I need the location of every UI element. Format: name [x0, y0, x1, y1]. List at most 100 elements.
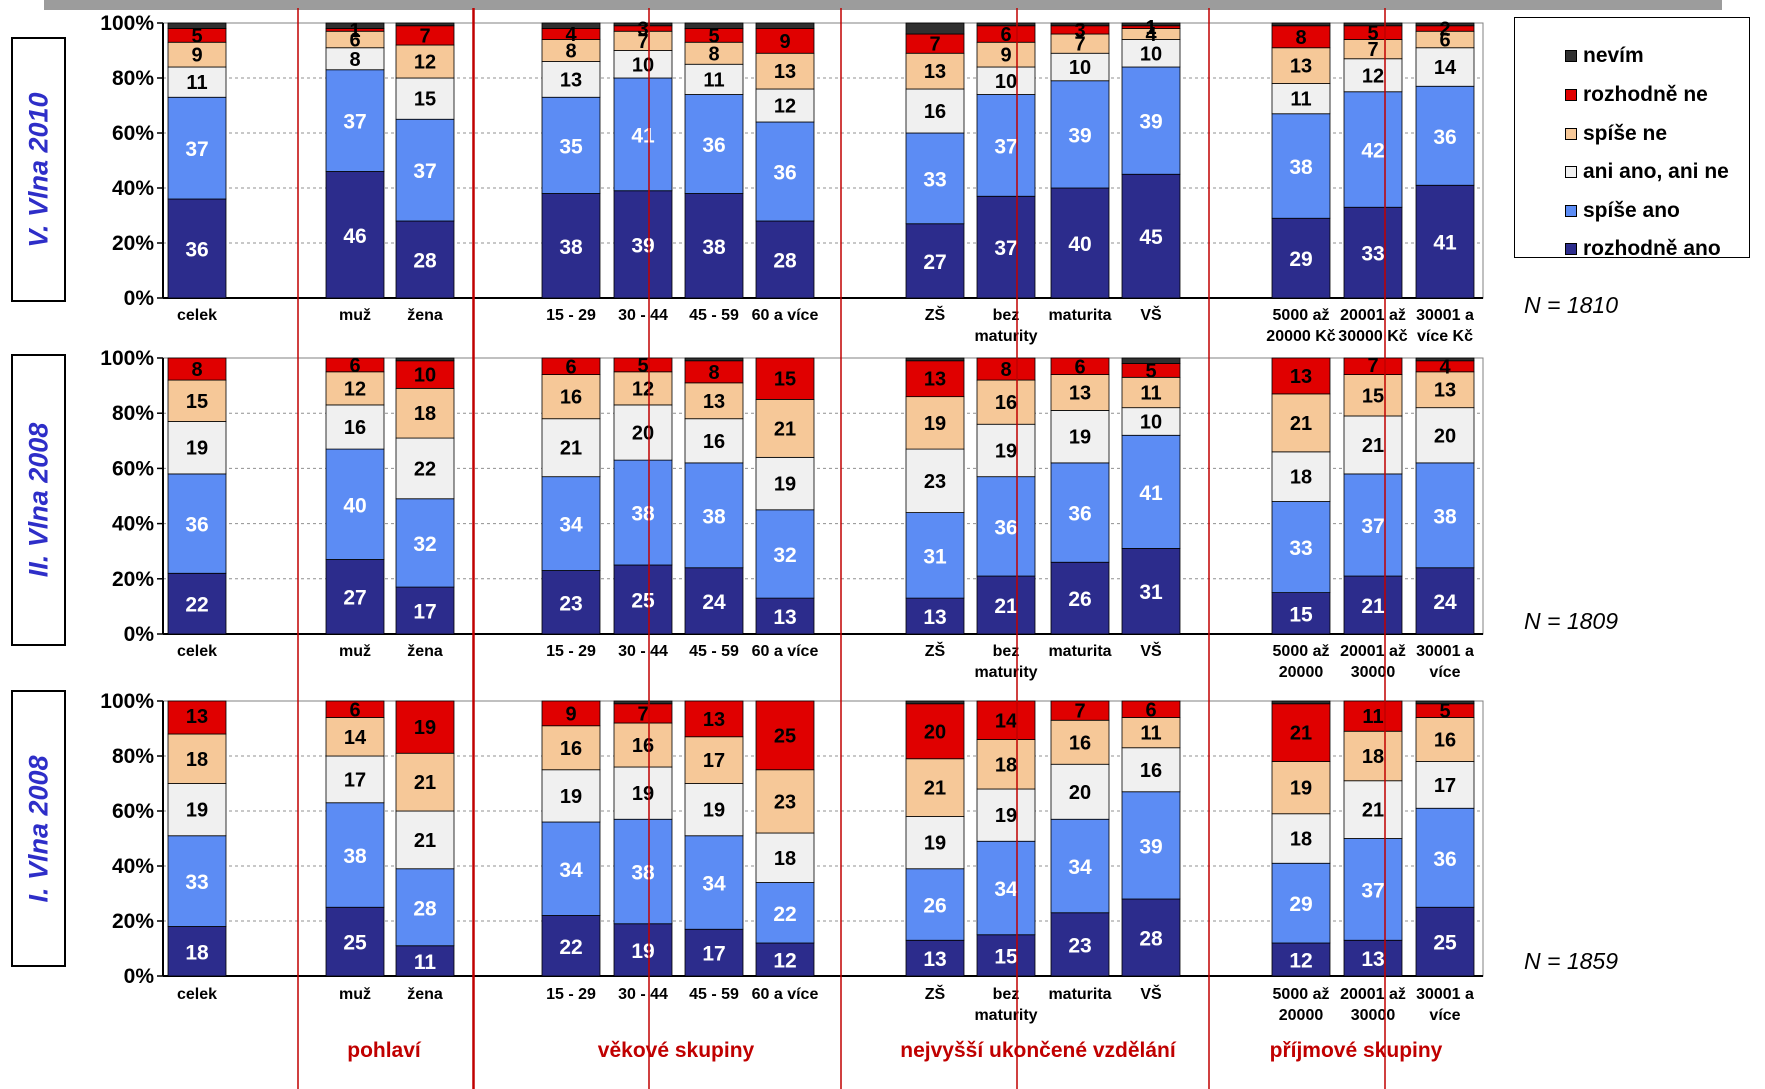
- data-label: 13: [703, 709, 725, 731]
- data-label: 24: [1433, 591, 1457, 614]
- data-label: 8: [349, 49, 360, 71]
- bar-segment: [1271, 22, 1331, 27]
- data-label: 28: [1139, 928, 1163, 951]
- category-label: maturity: [974, 328, 1037, 345]
- bar-segment: [684, 94, 744, 194]
- bar-segment: [541, 193, 601, 299]
- bar-segment: [1121, 66, 1181, 175]
- data-label: 21: [1362, 435, 1384, 457]
- bar-segment: [1271, 592, 1331, 635]
- category-label: maturita: [1048, 643, 1111, 660]
- data-label: 37: [343, 111, 366, 134]
- bar-segment: [976, 357, 1036, 381]
- data-label: 36: [1068, 503, 1091, 526]
- category-label: 30000: [1351, 664, 1396, 681]
- bar-segment: [1121, 22, 1181, 27]
- data-label: 26: [1068, 588, 1091, 611]
- data-label: 38: [631, 862, 655, 885]
- bar-segment: [1343, 575, 1403, 635]
- data-label: 36: [185, 514, 208, 537]
- category-label: muž: [339, 307, 371, 324]
- category-label: 45 - 59: [689, 307, 739, 324]
- category-label: muž: [339, 643, 371, 660]
- data-label: 6: [1145, 699, 1156, 721]
- category-label: celek: [177, 643, 217, 660]
- data-label: 45: [1139, 226, 1163, 249]
- bar-segment: [1050, 374, 1110, 411]
- bar-segment: [755, 700, 815, 771]
- bar-segment: [684, 700, 744, 738]
- data-label: 21: [414, 830, 436, 852]
- data-label: 32: [413, 533, 436, 556]
- data-label: 1: [1145, 17, 1156, 39]
- category-label: muž: [339, 986, 371, 1003]
- data-label: 16: [924, 101, 946, 123]
- y-tick-label: 20%: [112, 910, 154, 933]
- data-label: 11: [1290, 89, 1311, 111]
- bar-segment: [541, 22, 601, 29]
- category-label: 30 - 44: [618, 307, 668, 324]
- bar-segment: [684, 193, 744, 299]
- legend-label: spíše ne: [1583, 122, 1668, 145]
- bar-segment: [905, 448, 965, 513]
- data-label: 19: [995, 440, 1017, 462]
- bar-segment: [1050, 763, 1110, 820]
- legend-item-nevim: nevím: [1565, 44, 1644, 68]
- data-label: 6: [1074, 356, 1085, 378]
- data-label: 16: [560, 387, 582, 409]
- data-label: 10: [632, 54, 654, 76]
- data-label: 33: [1361, 243, 1384, 266]
- data-label: 19: [924, 833, 946, 855]
- data-label: 10: [1069, 57, 1091, 79]
- bar-segment: [905, 396, 965, 450]
- bar-segment: [905, 88, 965, 134]
- data-label: 19: [186, 800, 208, 822]
- bar-segment: [684, 928, 744, 977]
- bar-segment: [1050, 22, 1110, 27]
- data-label: 37: [994, 135, 1017, 158]
- data-label: 19: [632, 783, 654, 805]
- legend-item-spise-ne: spíše ne: [1565, 122, 1667, 146]
- bar-segment: [541, 821, 601, 916]
- data-label: 32: [773, 544, 796, 567]
- bar-segment: [1050, 80, 1110, 189]
- data-label: 8: [708, 43, 719, 65]
- category-label: 5000 až: [1273, 643, 1330, 660]
- bar-segment: [1271, 703, 1331, 762]
- bar-segment: [395, 868, 455, 947]
- data-label: 33: [923, 168, 946, 191]
- data-label: 8: [191, 359, 202, 381]
- data-label: 19: [924, 413, 946, 435]
- bar-segment: [905, 512, 965, 599]
- bar-segment: [755, 456, 815, 511]
- bar-segment: [684, 22, 744, 29]
- data-label: 7: [1074, 34, 1085, 56]
- y-tick-label: 80%: [112, 745, 154, 768]
- category-label: 15 - 29: [546, 307, 596, 324]
- bar-segment: [613, 722, 673, 768]
- category-label: 30 - 44: [618, 986, 668, 1003]
- data-label: 34: [1068, 856, 1092, 879]
- category-label: VŠ: [1140, 984, 1162, 1003]
- bar-segment: [976, 66, 1036, 95]
- bar-segment: [976, 94, 1036, 197]
- bar-segment: [976, 41, 1036, 68]
- group-label-prijmove-skupiny: příjmové skupiny: [1269, 1039, 1443, 1062]
- data-label: 19: [703, 800, 725, 822]
- bar-segment: [541, 725, 601, 771]
- data-label: 13: [773, 606, 796, 629]
- n-label-ii-2008: N = 1809: [1524, 608, 1618, 634]
- bar-segment: [1415, 85, 1475, 186]
- data-label: 14: [344, 727, 367, 749]
- bar-segment: [325, 171, 385, 299]
- data-label: 12: [774, 96, 796, 118]
- bar-segment: [976, 423, 1036, 478]
- data-label: 18: [186, 749, 208, 771]
- bar-segment: [325, 22, 385, 29]
- data-label: 23: [1068, 934, 1091, 957]
- data-label: 23: [774, 791, 796, 813]
- bar-segment: [1121, 747, 1181, 793]
- bar-segment: [167, 733, 227, 784]
- data-label: 3: [637, 19, 648, 41]
- data-label: 13: [923, 948, 946, 971]
